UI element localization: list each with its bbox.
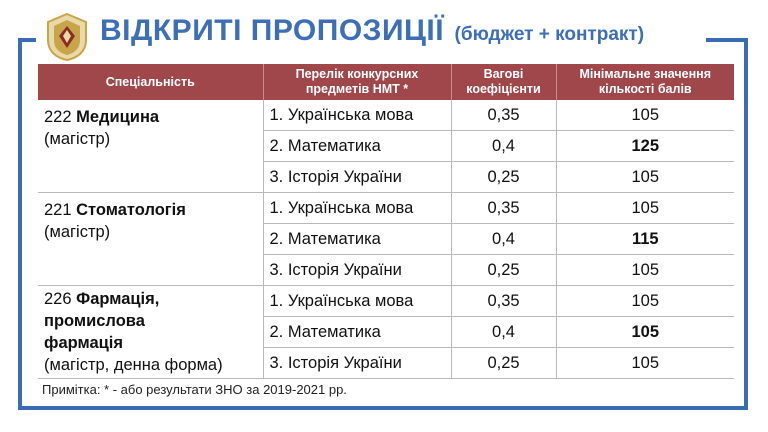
header-weights: Вагові коефіцієнти: [450, 64, 556, 100]
table-row: 3. Історія України 0,25 105: [38, 254, 734, 286]
weight-cell: 0,4: [450, 223, 556, 255]
min-score-cell: 105: [555, 254, 734, 286]
weight-cell: 0,35: [450, 192, 556, 224]
frame-left-border: [18, 38, 22, 410]
min-score-cell: 105: [555, 316, 734, 348]
table-row: 3. Історія України 0,25 105: [38, 347, 734, 379]
weight-cell: 0,35: [450, 285, 556, 317]
weight-cell: 0,4: [450, 130, 556, 162]
weight-cell: 0,4: [450, 316, 556, 348]
weight-cell: 0,25: [450, 254, 556, 286]
table-row: 3. Історія України 0,25 105: [38, 161, 734, 193]
frame-bottom-border: [18, 406, 748, 410]
specialty-degree: (магістр, денна форма): [44, 356, 223, 374]
specialty-name: Медицина: [76, 108, 160, 126]
subject-cell: 2. Математика: [262, 223, 451, 255]
min-score-cell: 105: [555, 192, 734, 224]
specialty-cell-medicine: 222 Медицина (магістр): [38, 100, 263, 193]
title-main: ВІДКРИТІ ПРОПОЗИЦІЇ: [100, 14, 445, 47]
subject-cell: 3. Історія України: [262, 347, 451, 379]
table-header-row: Спеціальність Перелік конкурсних предмет…: [38, 64, 734, 100]
specialty-code: 226: [44, 290, 72, 308]
specialty-cell-dentistry: 221 Стоматологія (магістр): [38, 192, 263, 286]
subject-cell: 2. Математика: [262, 130, 451, 162]
table-row: 2. Математика 0,4 115: [38, 223, 734, 255]
header-min-score: Мінімальне значення кількості балів: [555, 64, 734, 100]
table-row: 226 Фармація, промислова фармація (магіс…: [38, 285, 734, 379]
page-title: ВІДКРИТІ ПРОПОЗИЦІЇ (бюджет + контракт): [100, 14, 644, 48]
min-score-cell: 125: [555, 130, 734, 162]
specialty-cell-pharmacy: 226 Фармація, промислова фармація (магіс…: [38, 285, 263, 379]
university-emblem-icon: [47, 12, 87, 62]
subject-cell: 1. Українська мова: [262, 192, 451, 224]
specialty-name-line1: Фармація,: [76, 290, 160, 308]
specialty-name: Стоматологія: [76, 201, 186, 219]
subject-cell: 3. Історія України: [262, 254, 451, 286]
subject-cell: 1. Українська мова: [262, 100, 451, 131]
specialty-name-line2: промислова: [44, 312, 145, 330]
frame-top-left-border: [18, 38, 36, 42]
table-row: 222 Медицина (магістр) 1. Українська мов…: [38, 100, 734, 193]
subject-cell: 3. Історія України: [262, 161, 451, 193]
min-score-cell: 105: [555, 161, 734, 193]
table-row: 2. Математика 0,4 105: [38, 316, 734, 348]
frame-top-right-border: [706, 38, 748, 42]
weight-cell: 0,25: [450, 161, 556, 193]
footnote: Примітка: * - або результати ЗНО за 2019…: [42, 382, 347, 397]
weight-cell: 0,35: [450, 100, 556, 131]
specialty-degree: (магістр): [44, 130, 111, 148]
min-score-cell: 105: [555, 285, 734, 317]
min-score-cell: 105: [555, 347, 734, 379]
specialty-degree: (магістр): [44, 223, 111, 241]
specialty-name-line3: фармація: [44, 334, 123, 352]
specialty-code: 222: [44, 108, 72, 126]
header-specialty: Спеціальність: [38, 64, 263, 100]
frame-right-border: [744, 38, 748, 410]
table-row: 2. Математика 0,4 125: [38, 130, 734, 162]
subject-cell: 2. Математика: [262, 316, 451, 348]
weight-cell: 0,25: [450, 347, 556, 379]
table-row: 221 Стоматологія (магістр) 1. Українська…: [38, 192, 734, 286]
specialty-code: 221: [44, 201, 72, 219]
title-subtitle: (бюджет + контракт): [454, 24, 645, 45]
min-score-cell: 105: [555, 100, 734, 131]
header-subjects: Перелік конкурсних предметів НМТ *: [262, 64, 451, 100]
subject-cell: 1. Українська мова: [262, 285, 451, 317]
min-score-cell: 115: [555, 223, 734, 255]
admission-table: Спеціальність Перелік конкурсних предмет…: [38, 64, 734, 379]
